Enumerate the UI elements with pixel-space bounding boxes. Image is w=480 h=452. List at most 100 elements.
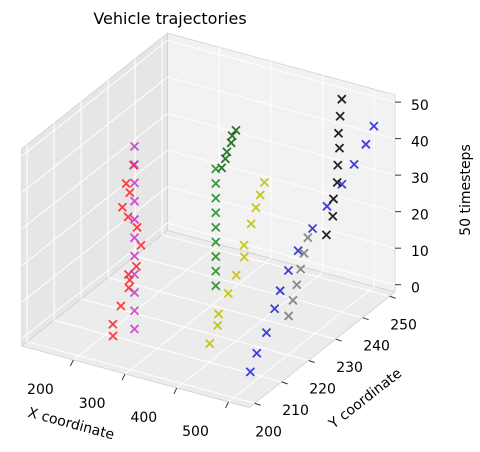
marker — [227, 131, 237, 141]
marker — [333, 160, 343, 170]
marker — [251, 203, 261, 213]
marker — [231, 125, 241, 135]
tick-mark — [389, 295, 396, 299]
marker — [231, 270, 241, 280]
z-tick-label: 40 — [411, 135, 429, 151]
marker — [117, 202, 128, 212]
y-tick-label: 220 — [309, 381, 336, 397]
y-tick-label: 240 — [363, 339, 390, 355]
z-tick-label: 10 — [411, 244, 429, 260]
marker — [108, 331, 118, 341]
marker — [131, 261, 142, 272]
z-tick-label: 20 — [411, 208, 429, 224]
marker — [299, 248, 309, 258]
x-tick-label: 300 — [79, 396, 106, 412]
x-tick-label: 500 — [182, 424, 209, 440]
z-tick-label: 0 — [411, 281, 420, 297]
marker — [121, 178, 131, 189]
grid-line — [176, 272, 323, 389]
marker — [328, 211, 338, 221]
marker — [307, 223, 318, 234]
marker — [211, 266, 221, 276]
marker — [223, 288, 233, 298]
marker — [333, 128, 344, 138]
grid-line — [21, 40, 168, 157]
marker — [205, 338, 215, 349]
marker — [129, 178, 140, 188]
marker — [220, 154, 231, 164]
marker — [211, 251, 221, 262]
marker — [211, 208, 221, 218]
marker — [239, 252, 249, 262]
x-tick-label: 400 — [130, 410, 157, 426]
marker — [252, 348, 262, 358]
marker — [211, 178, 221, 189]
marker — [259, 177, 270, 187]
marker — [211, 281, 221, 291]
marker — [296, 264, 306, 274]
side-pane — [21, 32, 168, 347]
marker — [349, 159, 359, 169]
marker — [226, 138, 236, 148]
grid-line — [21, 76, 168, 193]
y-tick-label: 200 — [255, 424, 282, 440]
marker — [125, 187, 135, 198]
marker — [129, 269, 140, 279]
grid-line — [124, 258, 272, 375]
marker — [136, 240, 146, 250]
grid-line — [167, 149, 396, 213]
marker — [123, 212, 133, 222]
grid-line — [107, 276, 336, 340]
grid-line — [21, 149, 168, 267]
tick-mark — [335, 338, 342, 342]
marker — [129, 214, 140, 225]
marker — [283, 311, 294, 321]
marker — [292, 280, 302, 290]
marker — [116, 301, 126, 311]
marker — [211, 193, 221, 203]
marker — [213, 309, 224, 319]
marker — [270, 304, 280, 314]
y-tick-label: 250 — [390, 317, 417, 333]
grid-line — [161, 234, 390, 297]
x-tick-label: 200 — [27, 382, 54, 398]
marker — [335, 111, 345, 121]
marker — [332, 177, 342, 188]
grid-line — [21, 186, 168, 303]
marker — [369, 121, 379, 131]
grid-line — [53, 319, 282, 383]
marker — [213, 320, 223, 331]
tick-mark — [308, 360, 315, 363]
marker — [288, 295, 298, 306]
marker — [211, 222, 221, 232]
grid-line — [167, 40, 396, 103]
marker — [334, 143, 345, 153]
grid-line — [228, 286, 375, 403]
grid-line — [167, 76, 396, 140]
marker — [129, 306, 140, 316]
marker — [129, 141, 140, 152]
marker — [129, 233, 140, 243]
marker — [129, 251, 140, 261]
marker — [129, 287, 140, 298]
marker — [108, 319, 118, 329]
grid-line — [167, 113, 396, 176]
marker — [337, 94, 347, 104]
grid-line — [134, 255, 363, 319]
tick-mark — [362, 317, 369, 321]
marker — [321, 230, 332, 240]
marker — [129, 324, 140, 334]
tick-mark — [121, 373, 126, 381]
marker — [129, 196, 140, 206]
z-tick-label: 30 — [411, 171, 429, 187]
tick-mark — [225, 401, 229, 409]
chart-title: Vehicle trajectories — [93, 9, 246, 28]
grid-line — [73, 244, 220, 361]
panes — [20, 32, 401, 409]
y-tick-label: 210 — [282, 403, 309, 419]
tick-mark — [254, 402, 261, 406]
marker — [222, 147, 232, 157]
marker — [328, 194, 339, 204]
tick-mark — [69, 359, 74, 367]
